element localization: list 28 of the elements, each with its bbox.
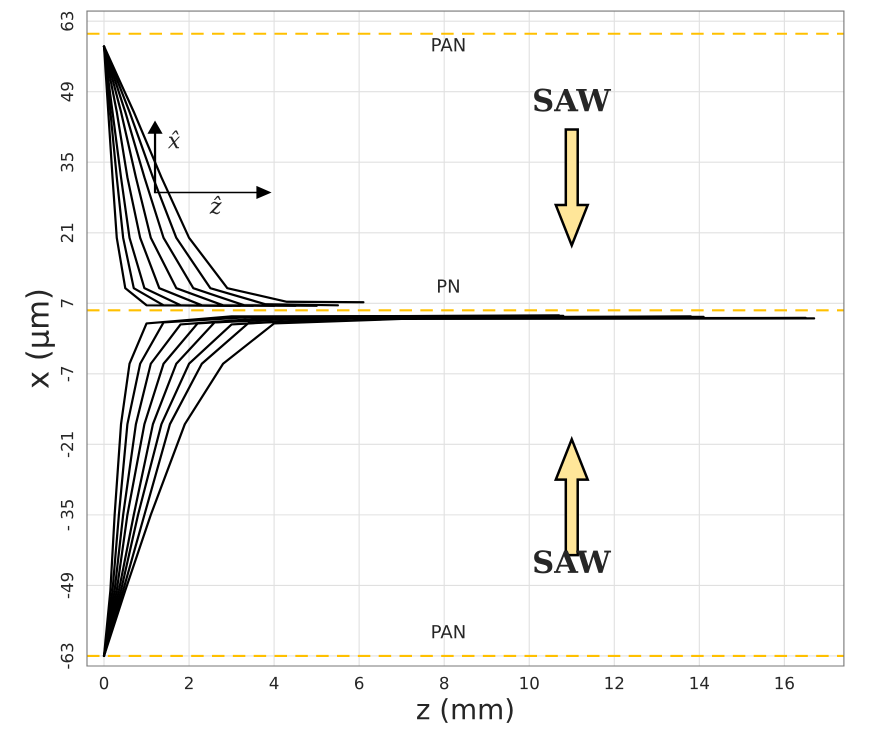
- x-tick-label: 6: [355, 676, 364, 690]
- y-tick-label: -21: [60, 432, 74, 458]
- annotation: ẑ: [210, 196, 222, 214]
- x-tick-label: 14: [690, 676, 709, 690]
- x-tick-label: 4: [270, 676, 278, 690]
- y-tick-label: -63: [60, 644, 74, 669]
- annotation: x̂: [168, 130, 180, 148]
- x-tick-label: 16: [776, 676, 794, 690]
- annotation: SAW: [534, 88, 612, 112]
- y-tick-label: - 35: [60, 500, 74, 530]
- x-tick-label: 12: [606, 676, 624, 690]
- y-tick-label: 49: [60, 82, 74, 102]
- x-tick-label: 10: [520, 676, 539, 690]
- ref-line-label: PAN: [432, 625, 464, 638]
- y-tick-label: -7: [60, 366, 74, 382]
- y-tick-label: 63: [60, 12, 74, 31]
- y-axis-title: x (μm): [25, 290, 55, 388]
- x-axis-title: z (mm): [417, 698, 513, 723]
- y-tick-label: -49: [60, 572, 74, 598]
- y-tick-label: 21: [60, 224, 74, 242]
- annotation: SAW: [534, 550, 612, 574]
- x-tick-label: 2: [184, 676, 193, 690]
- x-tick-label: 0: [100, 676, 108, 690]
- ref-line-label: PN: [438, 279, 459, 293]
- x-tick-label: 8: [440, 676, 448, 690]
- ref-line-label: PAN: [432, 38, 464, 52]
- y-tick-label: 35: [60, 153, 74, 172]
- y-tick-label: 7: [60, 299, 74, 308]
